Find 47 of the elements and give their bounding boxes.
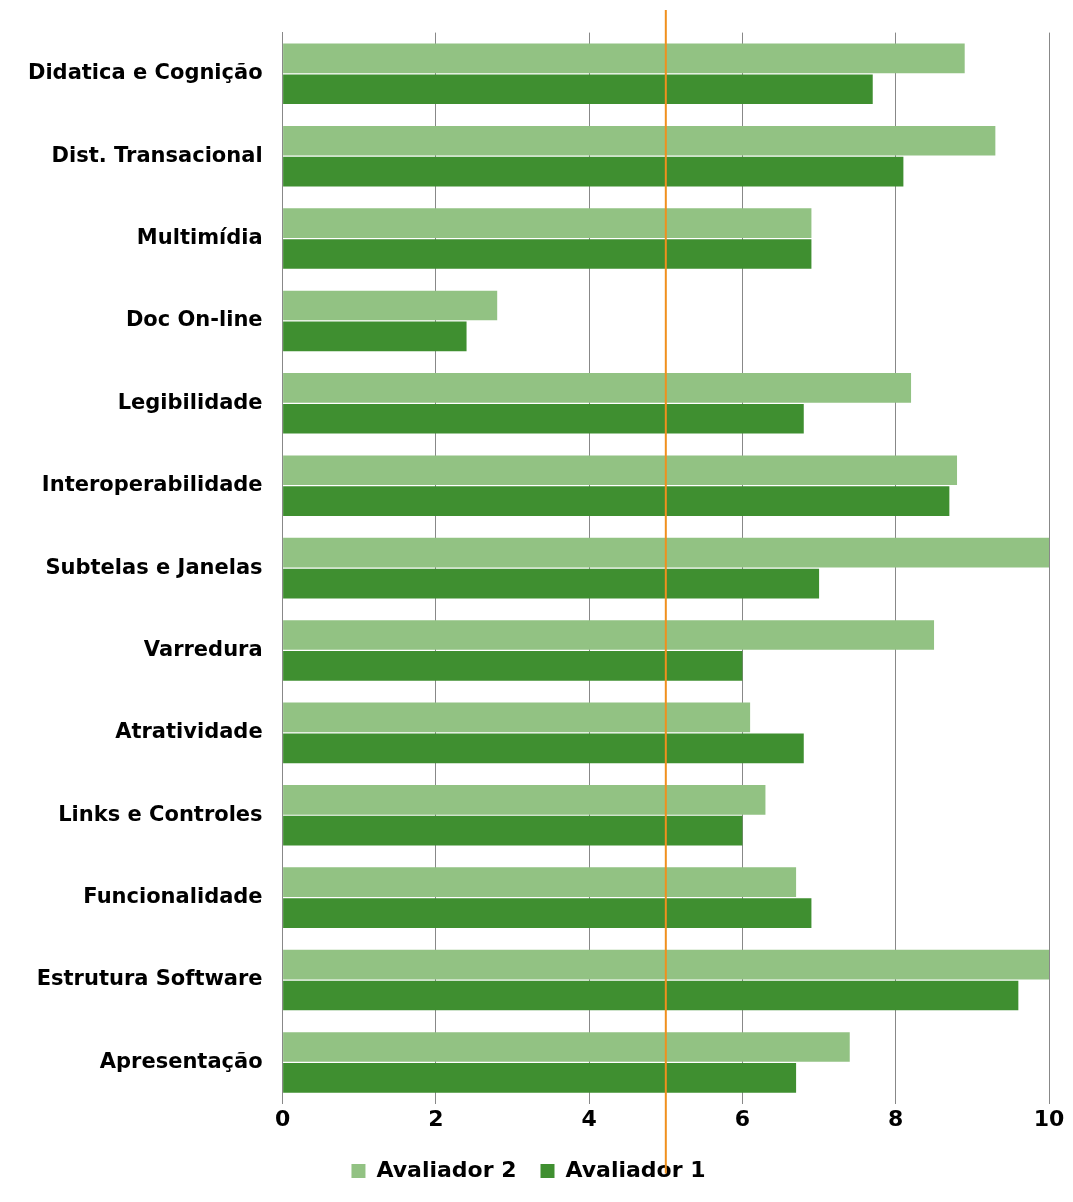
bar xyxy=(283,980,1019,1011)
bar xyxy=(283,403,804,434)
legend-label: Avaliador 1 xyxy=(565,1156,706,1182)
bar xyxy=(283,702,751,733)
bar xyxy=(283,784,766,815)
y-tick-label: Apresentação xyxy=(99,1048,263,1073)
bar xyxy=(283,373,912,403)
y-tick-label: Links e Controles xyxy=(58,801,263,826)
y-tick-label: Dist. Transacional xyxy=(51,142,263,167)
bar xyxy=(283,815,743,846)
bar xyxy=(283,321,467,352)
bar xyxy=(283,486,950,516)
bar xyxy=(283,867,797,898)
bar xyxy=(283,1063,797,1093)
x-tick-label: 4 xyxy=(581,1105,597,1131)
bar xyxy=(283,568,820,599)
y-tick-label: Estrutura Software xyxy=(36,966,263,991)
x-tick-label: 2 xyxy=(428,1105,444,1131)
bar xyxy=(283,239,812,269)
bar xyxy=(283,43,965,74)
bar xyxy=(283,898,812,928)
bar xyxy=(283,1032,850,1062)
bar xyxy=(283,949,1049,980)
legend-label: Avaliador 2 xyxy=(376,1156,517,1182)
x-tick-label: 8 xyxy=(888,1105,904,1131)
bar xyxy=(283,537,1049,568)
y-tick-label: Legibilidade xyxy=(117,389,263,414)
y-tick-label: Doc On-line xyxy=(125,307,263,332)
y-tick-label: Multimídia xyxy=(136,225,263,250)
bar xyxy=(283,620,935,650)
bar xyxy=(283,208,812,238)
x-tick-label: 10 xyxy=(1033,1105,1065,1131)
y-tick-label: Didatica e Cognição xyxy=(27,60,263,85)
bar xyxy=(283,733,804,764)
x-tick-label: 0 xyxy=(274,1105,291,1131)
bar xyxy=(283,156,904,187)
y-tick-label: Funcionalidade xyxy=(83,884,263,909)
bar xyxy=(283,74,873,105)
bar xyxy=(283,651,743,681)
y-tick-label: Varredura xyxy=(143,636,263,661)
y-tick-label: Subtelas e Janelas xyxy=(45,554,263,579)
bar xyxy=(283,455,958,486)
bar xyxy=(283,290,498,321)
y-tick-label: Atratividade xyxy=(115,719,263,744)
y-tick-label: Interoperabilidade xyxy=(41,472,263,497)
x-tick-label: 6 xyxy=(734,1105,751,1131)
bar xyxy=(283,125,996,156)
